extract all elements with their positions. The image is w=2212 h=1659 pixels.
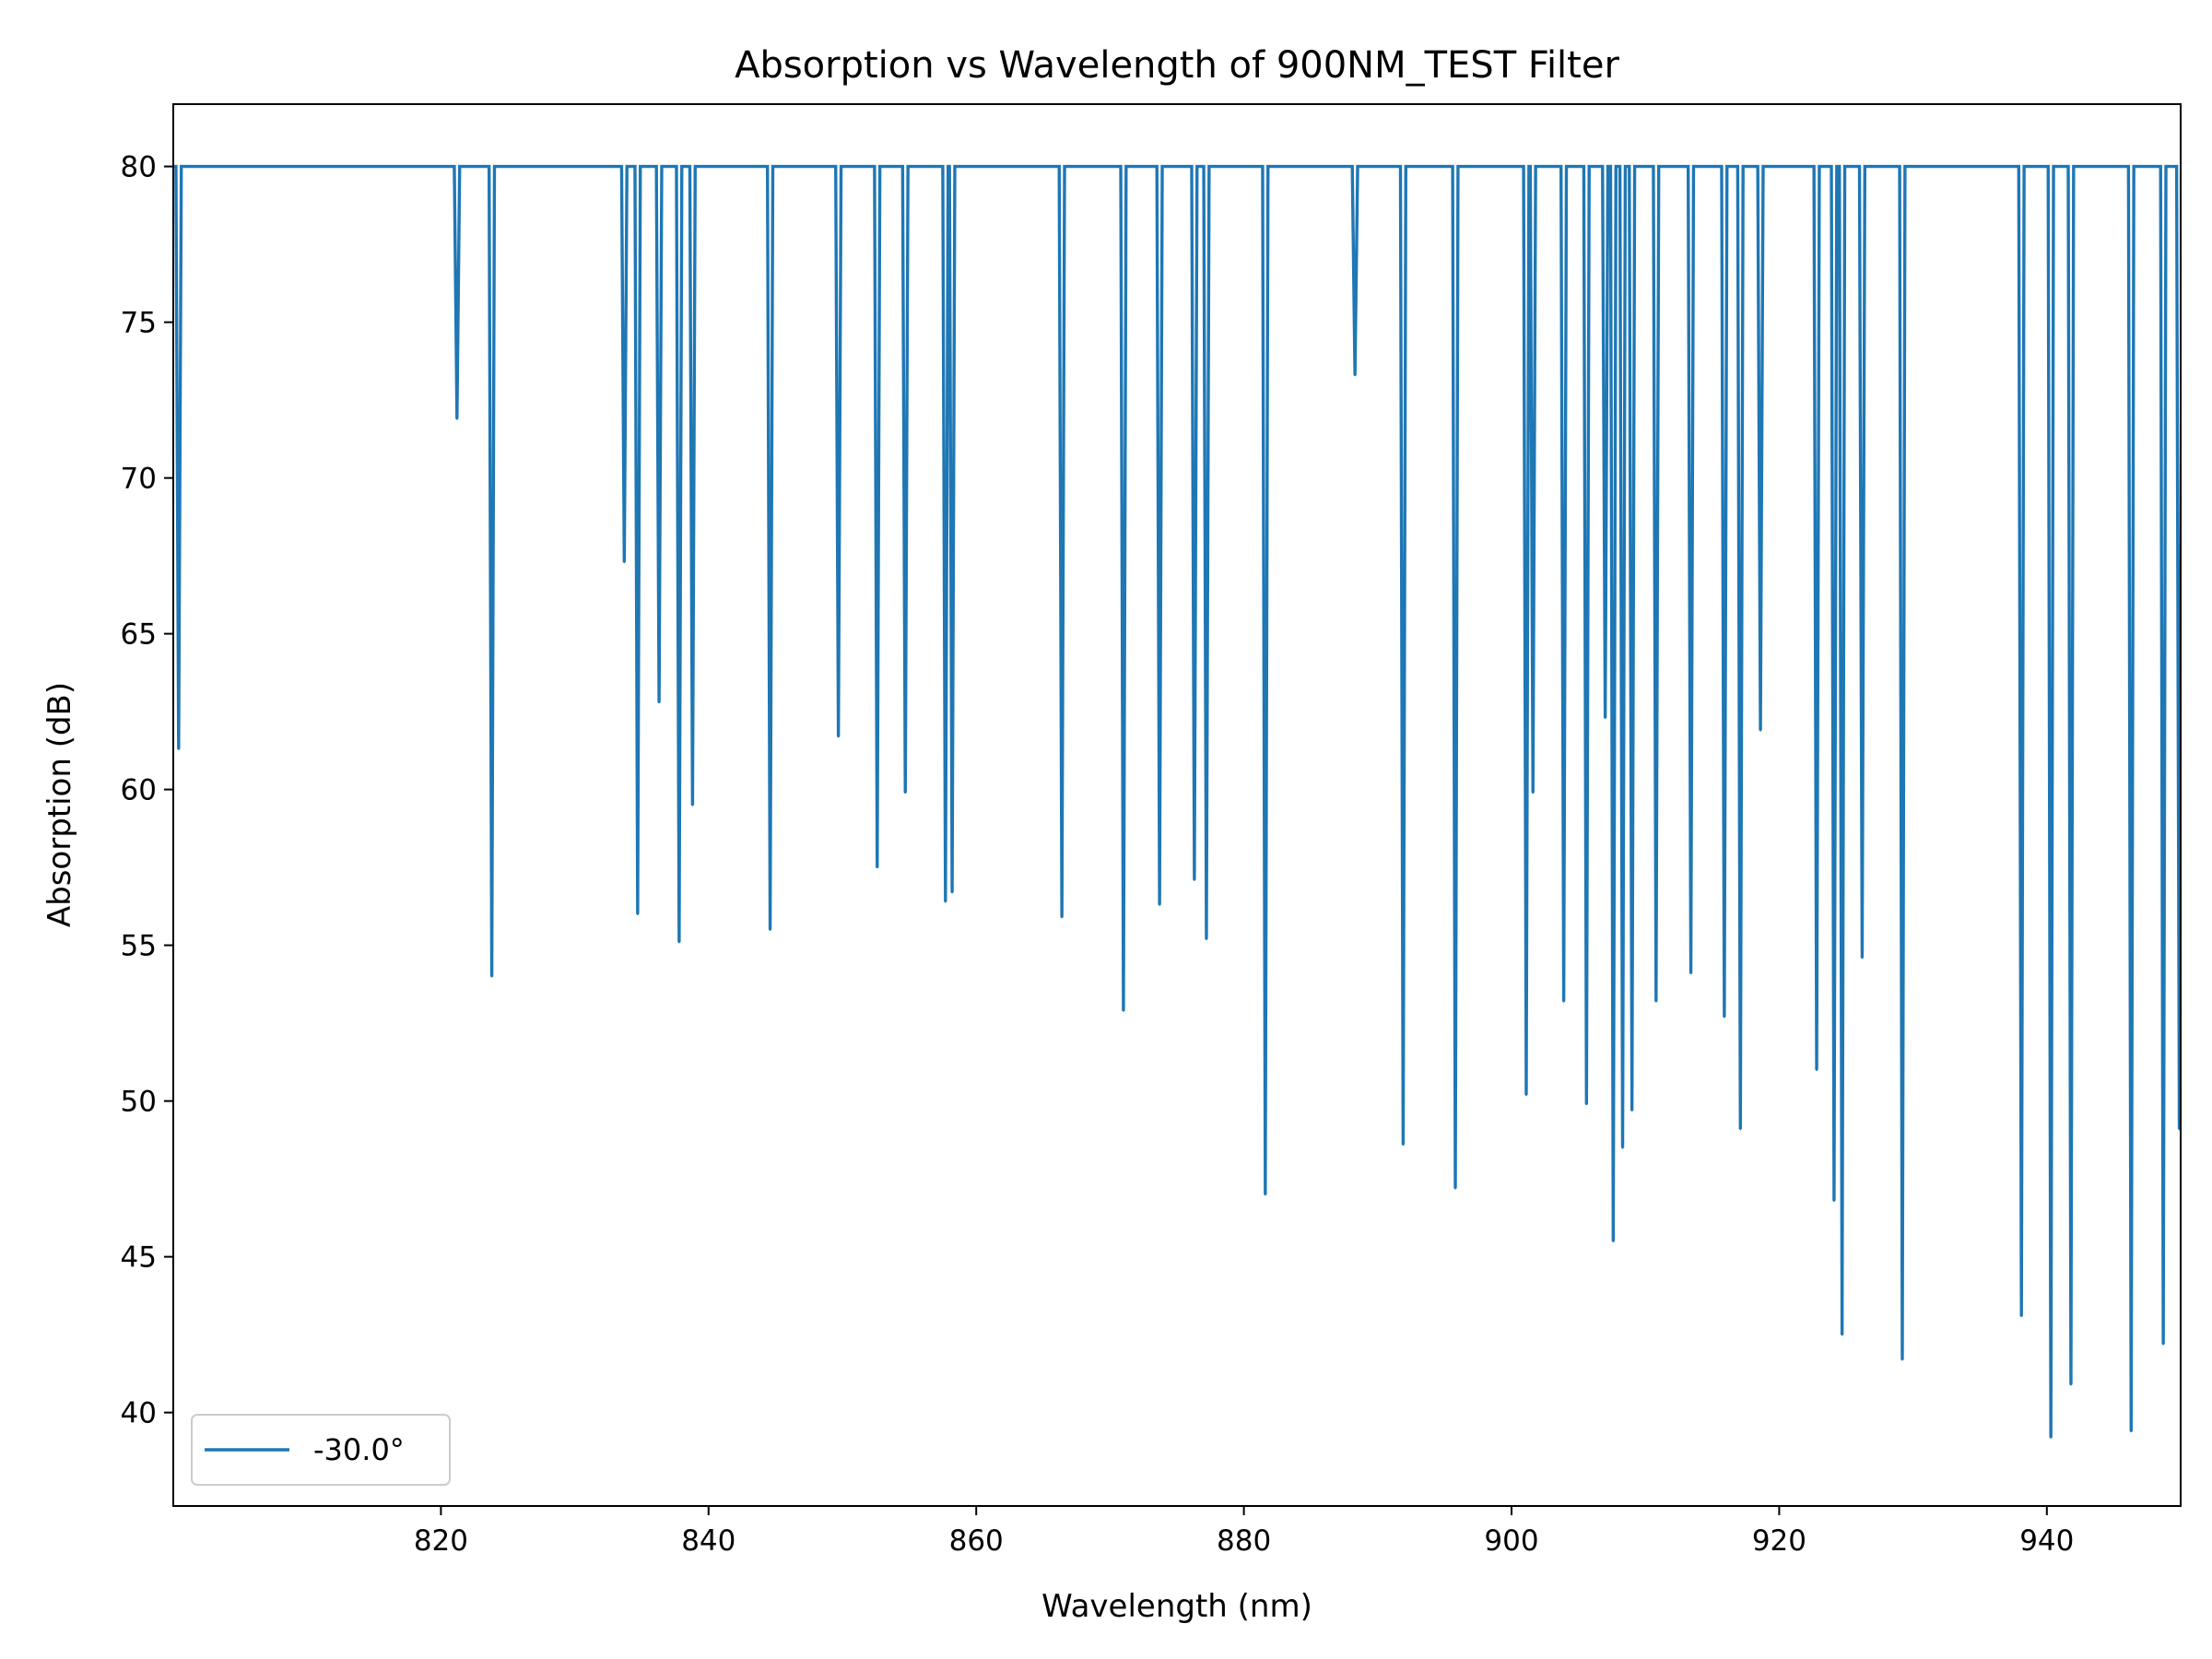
data-point (1562, 1000, 1565, 1003)
data-point (1453, 1187, 1457, 1190)
data-point (1621, 1147, 1624, 1149)
data-point (2161, 1343, 2165, 1346)
data-point (1604, 716, 1606, 720)
x-tick-label: 860 (949, 1524, 1004, 1558)
x-tick-label: 820 (414, 1524, 468, 1558)
data-point (691, 804, 694, 806)
data-point (623, 560, 626, 564)
data-point (1832, 1199, 1836, 1202)
y-axis-label: Absorption (dB) (41, 682, 78, 927)
y-tick-label: 45 (121, 1241, 157, 1275)
y-tick-label: 60 (121, 774, 157, 807)
x-tick-label: 940 (2019, 1524, 2074, 1558)
data-point (837, 735, 840, 738)
data-point (950, 890, 954, 894)
data-point (1060, 915, 1064, 919)
data-point (769, 928, 771, 931)
data-point (1264, 1193, 1267, 1196)
data-point (1723, 1016, 1726, 1018)
data-point (2130, 1430, 2133, 1433)
y-tick-label: 50 (121, 1086, 157, 1119)
y-tick-label: 75 (121, 307, 157, 340)
chart-title: Absorption vs Wavelength of 900NM_TEST F… (735, 44, 1619, 87)
data-point (1205, 937, 1208, 941)
x-tick-label: 900 (1484, 1524, 1538, 1558)
y-tick-label: 65 (121, 618, 157, 652)
y-tick-label: 70 (121, 463, 157, 496)
x-axis-ticks: 820 840 860 880 900 920 940 (414, 1506, 2074, 1558)
plot-area (173, 164, 2181, 1439)
data-point (1689, 971, 1692, 975)
x-tick-label: 920 (1752, 1524, 1806, 1558)
y-axis-ticks: 40 45 50 55 60 65 70 75 80 (121, 151, 173, 1430)
data-point (1524, 1093, 1528, 1097)
data-point (1532, 791, 1535, 794)
data-point (1861, 956, 1864, 959)
data-point (904, 791, 907, 794)
legend-box (191, 1414, 451, 1486)
y-tick-label: 55 (121, 930, 157, 963)
data-point (1841, 1333, 1843, 1336)
y-tick-label: 40 (121, 1397, 157, 1430)
data-point (455, 418, 459, 420)
x-axis-label: Wavelength (nm) (1041, 1588, 1312, 1625)
data-point (1654, 1000, 1658, 1003)
data-point (2069, 1382, 2073, 1386)
data-point (1739, 1127, 1742, 1131)
data-point (1612, 1240, 1615, 1242)
y-tick-label: 80 (121, 151, 157, 184)
data-point (1158, 903, 1161, 906)
data-point (1353, 373, 1357, 377)
data-point (636, 912, 640, 915)
data-point (876, 865, 878, 869)
x-tick-label: 840 (681, 1524, 735, 1558)
data-point (2020, 1314, 2023, 1318)
legend-label: -30.0° (313, 1432, 405, 1467)
series-line (173, 164, 2181, 1438)
legend: -30.0° (191, 1414, 451, 1486)
data-point (490, 975, 493, 978)
data-point (1815, 1068, 1818, 1072)
data-point (944, 900, 947, 903)
data-point (1402, 1143, 1405, 1147)
data-point (1585, 1102, 1588, 1106)
data-point (657, 700, 661, 704)
data-point (677, 941, 681, 944)
data-point (1193, 878, 1196, 881)
x-tick-label: 880 (1217, 1524, 1271, 1558)
data-point (2049, 1436, 2053, 1439)
data-point (1122, 1009, 1125, 1012)
data-point (177, 747, 181, 750)
data-point (1900, 1358, 1904, 1361)
data-point (1759, 729, 1762, 732)
plot-frame (172, 103, 2182, 1507)
data-point (1630, 1109, 1633, 1112)
